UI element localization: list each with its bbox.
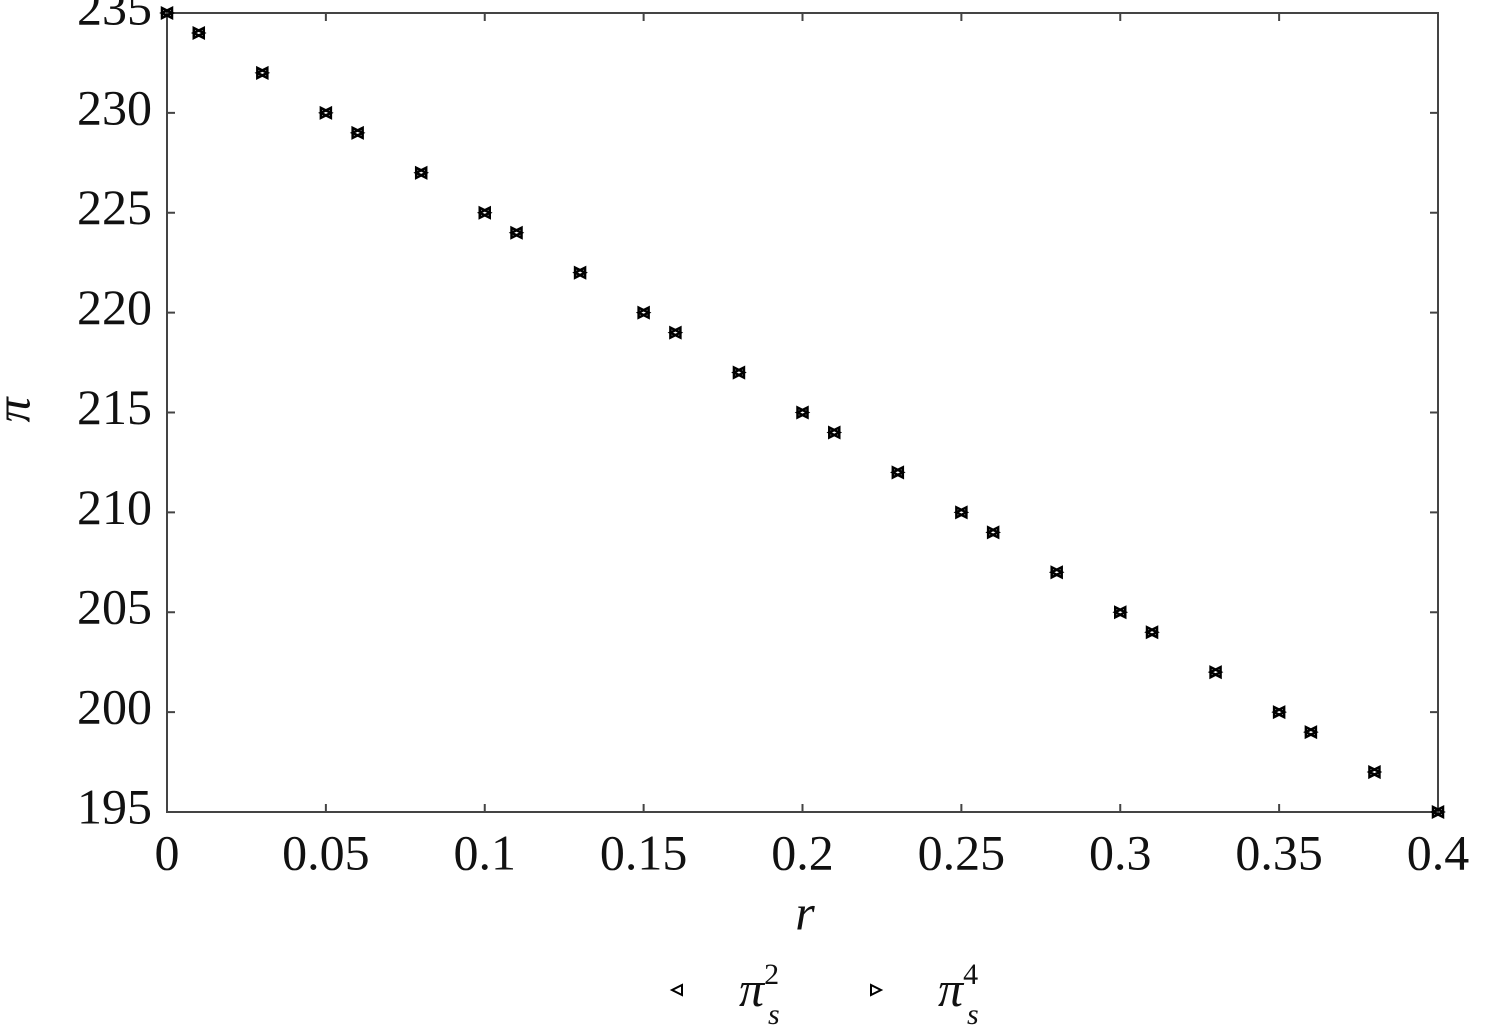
scatter-point bbox=[192, 25, 207, 40]
x-tick-label: 0.35 bbox=[1235, 824, 1323, 880]
y-tick-label: 225 bbox=[77, 179, 152, 235]
x-tick-label: 0.1 bbox=[454, 824, 517, 880]
scatter-point bbox=[351, 125, 366, 140]
legend-label: π4 s bbox=[938, 958, 979, 1031]
x-tick-label: 0.3 bbox=[1089, 824, 1152, 880]
x-axis-label: r bbox=[795, 884, 815, 940]
legend-marker bbox=[870, 983, 884, 997]
x-tick-label: 0.25 bbox=[918, 824, 1006, 880]
scatter-point bbox=[1145, 625, 1160, 640]
scatter-point bbox=[955, 505, 970, 520]
scatter-point bbox=[891, 465, 906, 480]
scatter-point bbox=[1114, 605, 1129, 620]
x-tick-label: 0.15 bbox=[600, 824, 688, 880]
y-tick-label: 215 bbox=[77, 379, 152, 435]
scatter-point bbox=[669, 325, 684, 340]
scatter-point bbox=[986, 525, 1001, 540]
scatter-point bbox=[1050, 565, 1065, 580]
plot-frame bbox=[166, 12, 1439, 813]
y-tick-label: 230 bbox=[77, 79, 152, 135]
scatter-point bbox=[828, 425, 843, 440]
x-tick-label: 0.4 bbox=[1407, 824, 1470, 880]
scatter-point bbox=[1209, 665, 1224, 680]
scatter-point bbox=[414, 165, 429, 180]
scatter-point bbox=[478, 205, 493, 220]
scatter-point bbox=[160, 5, 175, 21]
x-tick-label: 0.2 bbox=[771, 824, 834, 880]
scatter-point bbox=[796, 405, 811, 420]
scatter-point bbox=[1368, 765, 1383, 780]
scatter-point bbox=[1431, 804, 1446, 820]
y-tick-label: 195 bbox=[77, 778, 152, 834]
scatter-point bbox=[1272, 705, 1287, 720]
scatter-point bbox=[256, 65, 271, 80]
y-tick-label: 235 bbox=[77, 0, 152, 35]
y-tick-label: 200 bbox=[77, 679, 152, 735]
scatter-point bbox=[319, 105, 334, 120]
scatter-point bbox=[732, 365, 747, 380]
y-tick-label: 210 bbox=[77, 479, 152, 535]
y-tick-label: 205 bbox=[77, 579, 152, 635]
scatter-point bbox=[573, 265, 588, 280]
scatter-point bbox=[510, 225, 525, 240]
x-tick-label: 0.05 bbox=[282, 824, 370, 880]
y-axis-label: π bbox=[0, 396, 40, 423]
scatter-point bbox=[1304, 725, 1319, 740]
y-tick-label: 220 bbox=[77, 279, 152, 335]
x-tick-label: 0 bbox=[155, 824, 180, 880]
legend-marker bbox=[669, 983, 683, 997]
scatter-point bbox=[637, 305, 652, 320]
legend-label: π2 s bbox=[739, 958, 780, 1031]
